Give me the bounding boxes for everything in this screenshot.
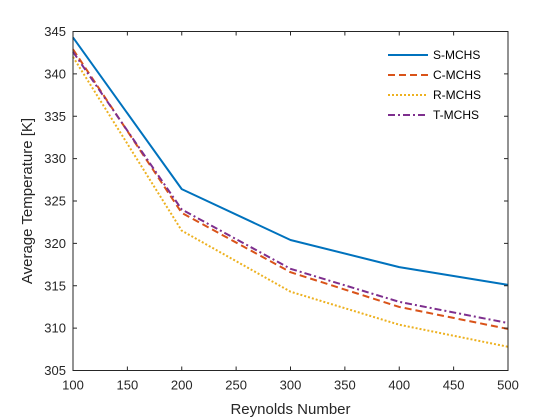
x-tick-label: 300 [280,378,302,393]
x-axis-ticks: 100 150 200 250 300 350 400 450 500 [62,31,519,393]
legend: S-MCHS C-MCHS R-MCHS T-MCHS [375,39,501,125]
legend-label: R-MCHS [433,88,481,102]
y-tick-label: 345 [44,24,66,39]
x-tick-label: 450 [443,378,465,393]
legend-label: T-MCHS [433,108,479,122]
x-tick-label: 400 [388,378,410,393]
y-tick-label: 320 [44,236,66,251]
x-tick-label: 150 [117,378,139,393]
y-tick-label: 310 [44,321,66,336]
x-tick-label: 250 [225,378,247,393]
x-tick-label: 500 [497,378,519,393]
y-axis-ticks: 305 310 315 320 325 330 335 340 345 [44,24,508,378]
x-tick-label: 100 [62,378,84,393]
x-axis-title: Reynolds Number [230,401,350,418]
series-line-s-mchs [72,36,509,286]
legend-label: C-MCHS [433,68,481,82]
y-tick-label: 330 [44,151,66,166]
legend-label: S-MCHS [433,48,480,62]
y-tick-label: 325 [44,194,66,209]
x-tick-label: 200 [171,378,193,393]
series-line-t-mchs [72,51,509,325]
y-tick-label: 305 [44,363,66,378]
series-layer [72,36,509,348]
y-axis-title: Average Temperature [K] [19,118,36,284]
y-tick-label: 335 [44,109,66,124]
series-line-c-mchs [72,48,509,330]
y-tick-label: 340 [44,66,66,81]
x-tick-label: 350 [334,378,356,393]
y-tick-label: 315 [44,278,66,293]
series-line-r-mchs [72,56,509,348]
